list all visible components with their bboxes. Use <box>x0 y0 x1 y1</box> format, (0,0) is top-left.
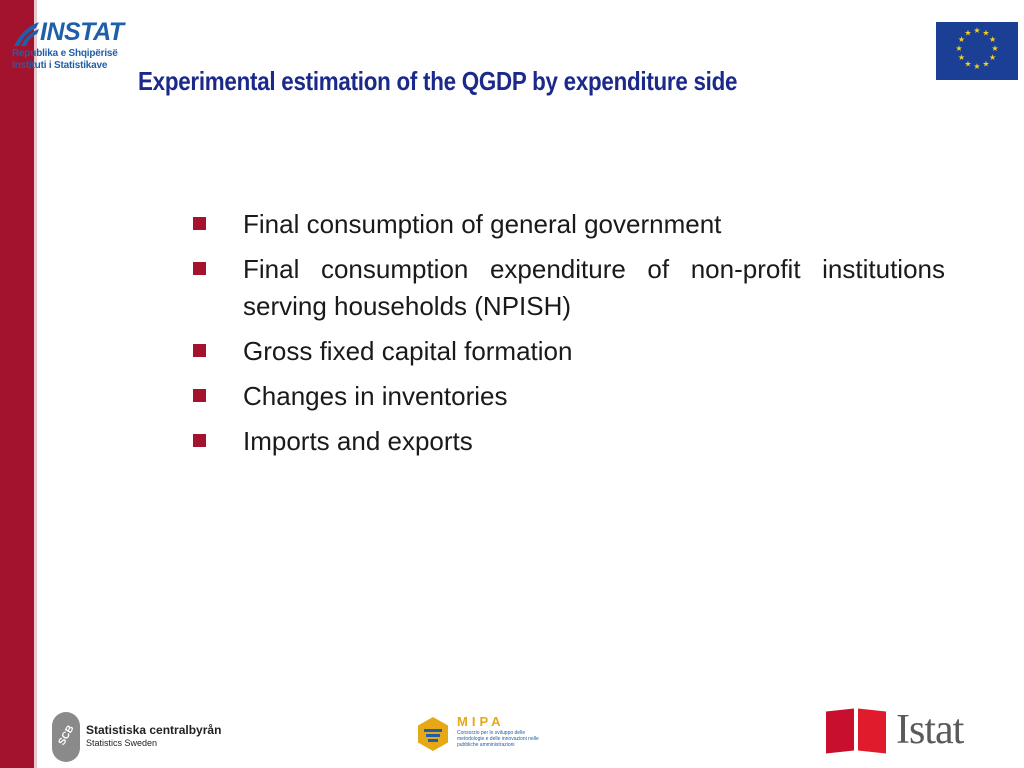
scb-subtitle: Statistics Sweden <box>86 738 158 748</box>
mipa-name: MIPA <box>457 714 505 729</box>
list-item: Final consumption expenditure of non-pro… <box>193 251 945 325</box>
svg-text:★: ★ <box>955 44 962 53</box>
svg-text:★: ★ <box>973 62 980 71</box>
mipa-description: Consorzio per lo sviluppo delle metodolo… <box>457 730 539 748</box>
list-item: Imports and exports <box>193 423 945 460</box>
scb-logo: SCB Statistiska centralbyrån Statistics … <box>50 710 230 766</box>
list-item-text: Changes in inventories <box>243 381 508 411</box>
list-item-text: Final consumption expenditure of non-pro… <box>243 254 945 321</box>
istat-logo-word: Istat <box>896 707 964 753</box>
scb-mark-text: SCB <box>56 723 77 748</box>
svg-text:★: ★ <box>958 35 965 44</box>
square-bullet-icon <box>193 262 206 275</box>
svg-text:★: ★ <box>973 26 980 35</box>
square-bullet-icon <box>193 217 206 230</box>
list-item: Final consumption of general government <box>193 206 945 243</box>
list-item: Changes in inventories <box>193 378 945 415</box>
svg-text:★: ★ <box>982 60 989 69</box>
left-accent-bar-edge <box>34 0 37 768</box>
eu-flag-icon: ★ ★ ★ ★ ★ ★ ★ ★ ★ ★ ★ ★ <box>936 22 1018 80</box>
instat-logo: INSTAT Republika e Shqipërisë Instituti … <box>10 18 124 76</box>
svg-text:★: ★ <box>964 28 971 37</box>
svg-text:★: ★ <box>989 53 996 62</box>
instat-mark-icon <box>14 22 39 46</box>
scb-mark-icon: SCB <box>52 712 80 762</box>
svg-text:★: ★ <box>989 35 996 44</box>
mipa-hexagon-icon <box>418 717 448 751</box>
svg-text:★: ★ <box>982 28 989 37</box>
square-bullet-icon <box>193 434 206 447</box>
instat-logo-line1: Republika e Shqipërisë <box>12 48 118 59</box>
list-item-text: Imports and exports <box>243 426 473 456</box>
istat-logo: Istat <box>824 704 984 760</box>
eu-stars: ★ ★ ★ ★ ★ ★ ★ ★ ★ ★ ★ ★ <box>955 26 998 71</box>
list-item-text: Final consumption of general government <box>243 209 722 239</box>
list-item-text: Gross fixed capital formation <box>243 336 573 366</box>
instat-logo-line2: Instituti i Statistikave <box>12 60 108 71</box>
square-bullet-icon <box>193 344 206 357</box>
mipa-logo: MIPA Consorzio per lo sviluppo delle met… <box>413 712 543 756</box>
scb-name: Statistiska centralbyrån <box>86 723 222 737</box>
svg-text:★: ★ <box>958 53 965 62</box>
svg-text:★: ★ <box>991 44 998 53</box>
istat-mark-left-icon <box>826 708 854 754</box>
slide-title: Experimental estimation of the QGDP by e… <box>138 66 738 96</box>
square-bullet-icon <box>193 389 206 402</box>
list-item: Gross fixed capital formation <box>193 333 945 370</box>
instat-logo-word: INSTAT <box>40 18 124 46</box>
left-accent-bar <box>0 0 34 768</box>
bullet-list: Final consumption of general government … <box>193 206 945 468</box>
svg-text:★: ★ <box>964 60 971 69</box>
istat-mark-right-icon <box>858 708 886 754</box>
